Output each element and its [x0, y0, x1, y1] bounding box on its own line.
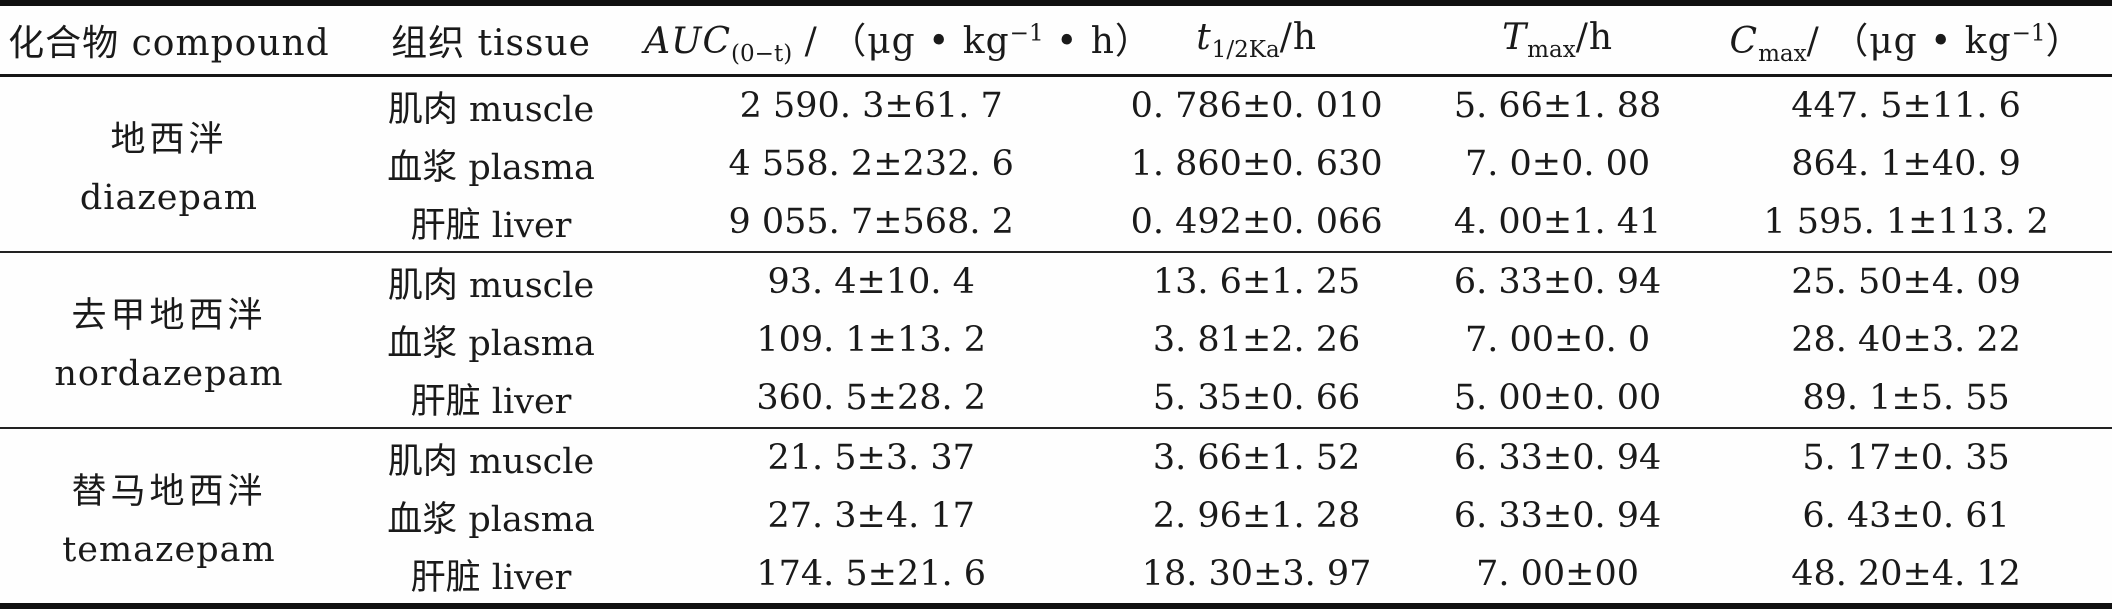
auc-value: 21. 5±3. 37: [644, 427, 1099, 487]
cmax-exponent: −1: [2011, 20, 2046, 47]
table-row: 肝脏 liver 9 055. 7±568. 2 0. 492±0. 066 4…: [0, 193, 2112, 252]
tmax-symbol: T: [1502, 16, 1528, 58]
table-header-row: 化合物 compound 组织 tissue AUC(0−t) / （μg • …: [0, 3, 2112, 77]
cmax-value: 89. 1±5. 55: [1802, 378, 2010, 418]
tmax-value: 7. 00±00: [1476, 554, 1640, 594]
compound-name-en: temazepam: [62, 529, 276, 570]
col-header-tmax: Tmax/h: [1415, 3, 1701, 77]
table-row: 替马地西泮 temazepam 肌肉 muscle 21. 5±3. 37 3.…: [0, 427, 2112, 606]
auc-value: 27. 3±4. 17: [767, 496, 975, 536]
tmax-unit: /h: [1575, 16, 1614, 58]
tissue-cell: 肌肉 muscle: [387, 89, 595, 130]
tissue-cell: 肝脏 liver: [410, 205, 572, 246]
compound-name-en: diazepam: [79, 177, 258, 218]
tmax-value: 7. 0±0. 00: [1464, 144, 1651, 184]
auc-value: 4 558. 2±232. 6: [728, 144, 1014, 184]
table-row: 血浆 plasma 109. 1±13. 2 3. 81±2. 26 7. 00…: [0, 311, 2112, 369]
auc-value: 360. 5±28. 2: [756, 378, 987, 418]
cmax-value: 447. 5±11. 6: [1791, 86, 2021, 126]
tmax-value: 6. 33±0. 94: [1415, 251, 1701, 311]
tmax-value: 7. 00±0. 0: [1464, 320, 1651, 360]
auc-exponent: −1: [1009, 20, 1044, 47]
thalf-value: 13. 6±1. 25: [1098, 251, 1416, 311]
thalf-subscript: 1/2Ka: [1211, 37, 1280, 64]
compound-name-zh: 替马地西泮: [71, 471, 267, 512]
tmax-subscript: max: [1527, 37, 1576, 64]
thalf-value: 0. 492±0. 066: [1130, 202, 1383, 242]
tmax-value: 4. 00±1. 41: [1453, 202, 1662, 242]
col-header-tissue: 组织 tissue: [337, 3, 645, 77]
tissue-cell: 肝脏 liver: [410, 381, 572, 422]
thalf-value: 2. 96±1. 28: [1152, 496, 1361, 536]
thalf-value: 3. 81±2. 26: [1152, 320, 1361, 360]
thalf-value: 0. 786±0. 010: [1130, 86, 1383, 126]
cmax-value: 28. 40±3. 22: [1791, 320, 2021, 360]
table-row: 肝脏 liver 174. 5±21. 6 18. 30±3. 97 7. 00…: [0, 545, 2112, 606]
auc-value: 93. 4±10. 4: [644, 251, 1099, 311]
tissue-cell: 肌肉 muscle: [337, 251, 645, 311]
tissue-cell: 肝脏 liver: [410, 557, 572, 598]
cmax-value: 6. 43±0. 61: [1802, 496, 2010, 536]
thalf-value: 5. 35±0. 66: [1152, 378, 1361, 418]
cmax-value: 5. 17±0. 35: [1700, 427, 2112, 487]
cmax-value: 864. 1±40. 9: [1791, 144, 2021, 184]
compound-name-en: nordazepam: [54, 353, 284, 394]
cmax-unit-pre: / （μg • kg: [1806, 21, 2012, 63]
thalf-value: 3. 66±1. 52: [1098, 427, 1416, 487]
compound-cell-nordazepam: 去甲地西泮 nordazepam: [0, 251, 338, 428]
cmax-value: 1 595. 1±113. 2: [1763, 202, 2049, 242]
tmax-value: 6. 33±0. 94: [1453, 496, 1662, 536]
thalf-value: 18. 30±3. 97: [1141, 554, 1372, 594]
col-header-auc: AUC(0−t) / （μg • kg−1 • h）: [644, 3, 1151, 77]
auc-value: 174. 5±21. 6: [756, 554, 987, 594]
table-row: 肝脏 liver 360. 5±28. 2 5. 35±0. 66 5. 00±…: [0, 369, 2112, 428]
cmax-subscript: max: [1758, 41, 1807, 68]
auc-subscript: (0−t): [731, 41, 793, 68]
col-header-thalf: t1/2Ka/h: [1098, 3, 1416, 77]
cmax-value: 25. 50±4. 09: [1700, 251, 2112, 311]
thalf-symbol: t: [1196, 16, 1212, 58]
tissue-cell: 血浆 plasma: [387, 499, 595, 540]
table-row: 血浆 plasma 27. 3±4. 17 2. 96±1. 28 6. 33±…: [0, 487, 2112, 545]
table-row: 地西泮 diazepam 肌肉 muscle 2 590. 3±61. 7 0.…: [0, 76, 2112, 218]
cmax-unit-post: ）: [2045, 21, 2083, 63]
auc-value: 109. 1±13. 2: [756, 320, 987, 360]
col-header-cmax: Cmax/ （μg • kg−1）: [1700, 3, 2112, 77]
compound-name-zh: 地西泮: [110, 119, 228, 160]
tmax-value: 5. 00±0. 00: [1453, 378, 1662, 418]
auc-value: 9 055. 7±568. 2: [728, 202, 1014, 242]
thalf-value: 1. 860±0. 630: [1130, 144, 1383, 184]
compound-name-zh: 去甲地西泮: [71, 295, 267, 336]
thalf-unit: /h: [1279, 16, 1318, 58]
table-row: 血浆 plasma 4 558. 2±232. 6 1. 860±0. 630 …: [0, 135, 2112, 193]
col-header-compound: 化合物 compound: [0, 3, 338, 77]
tissue-cell: 血浆 plasma: [387, 323, 595, 364]
compound-cell-temazepam: 替马地西泮 temazepam: [0, 427, 338, 606]
tmax-value: 5. 66±1. 88: [1453, 86, 1662, 126]
compound-cell-diazepam: 地西泮 diazepam: [0, 76, 338, 253]
auc-unit-post: • h）: [1043, 21, 1152, 63]
auc-symbol: AUC: [644, 21, 732, 63]
auc-value: 2 590. 3±61. 7: [739, 86, 1003, 126]
auc-unit-pre: / （μg • kg: [792, 21, 1010, 63]
cmax-symbol: C: [1729, 21, 1759, 63]
tissue-cell: 肌肉 muscle: [337, 427, 645, 487]
table-row: 去甲地西泮 nordazepam 肌肉 muscle 93. 4±10. 4 1…: [0, 251, 2112, 428]
cmax-value: 48. 20±4. 12: [1791, 554, 2021, 594]
tissue-cell: 血浆 plasma: [387, 147, 595, 188]
tmax-value: 6. 33±0. 94: [1415, 427, 1701, 487]
